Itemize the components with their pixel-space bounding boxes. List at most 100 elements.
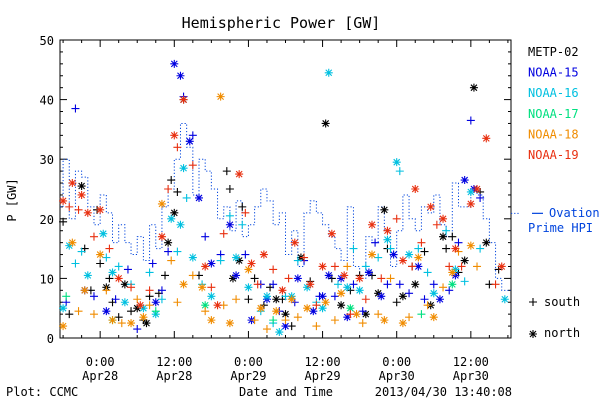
point-noaa-16-north: [176, 220, 185, 229]
point-noaa-19-north: [170, 131, 179, 140]
x-tick-time-label: 0:00: [382, 355, 411, 369]
point-noaa-19-north: [327, 229, 336, 238]
x-tick-time-label: 0:00: [234, 355, 263, 369]
point-metp-02-north: [439, 232, 448, 241]
point-noaa-18-north: [216, 92, 225, 101]
point-noaa-19-north: [439, 214, 448, 223]
point-noaa-16-south: [182, 193, 191, 202]
data-points: [59, 59, 509, 337]
point-noaa-18-north: [466, 241, 475, 250]
point-noaa-16-south: [476, 244, 485, 253]
y-tick-label: 50: [40, 34, 54, 48]
point-metp-02-south: [65, 310, 74, 319]
point-noaa-19-north: [201, 262, 210, 271]
point-noaa-16-north: [59, 304, 68, 313]
point-noaa-15-north: [435, 295, 444, 304]
point-noaa-16-north: [167, 214, 176, 223]
point-noaa-18-south: [74, 307, 83, 316]
point-noaa-15-north: [377, 292, 386, 301]
point-noaa-19-north: [411, 185, 420, 193]
y-tick-label: 10: [40, 272, 54, 286]
point-noaa-15-south: [405, 289, 414, 298]
point-noaa-19-north: [383, 226, 392, 235]
point-noaa-19-north: [482, 134, 491, 143]
point-noaa-19-south: [74, 205, 83, 214]
point-noaa-19-south: [417, 238, 426, 247]
point-noaa-19-south: [457, 262, 466, 271]
point-noaa-16-north: [318, 304, 327, 313]
point-noaa-18-north: [272, 307, 281, 316]
point-noaa-15-south: [201, 232, 210, 241]
point-noaa-19-north: [355, 274, 364, 283]
point-noaa-16-south: [442, 226, 451, 235]
point-noaa-19-north: [96, 205, 105, 214]
point-noaa-15-north: [364, 268, 373, 277]
point-noaa-16-north: [232, 253, 241, 262]
point-noaa-19-south: [65, 202, 74, 211]
point-noaa-16-south: [102, 253, 111, 262]
point-noaa-15-north: [451, 271, 460, 280]
point-noaa-16-south: [71, 259, 80, 268]
point-noaa-19-south: [408, 262, 417, 271]
point-noaa-16-south: [293, 256, 302, 265]
point-noaa-18-south: [405, 313, 414, 322]
point-noaa-15-south: [111, 295, 120, 304]
point-noaa-16-north: [244, 283, 253, 292]
point-noaa-19-south: [330, 262, 339, 271]
point-noaa-15-south: [269, 280, 278, 289]
point-noaa-18-north: [139, 313, 148, 322]
point-noaa-18-south: [133, 295, 142, 304]
legend-metp-02: METP-02: [528, 45, 579, 59]
point-noaa-18-north: [380, 316, 389, 325]
point-noaa-18-north: [96, 250, 105, 259]
point-noaa-16-north: [108, 268, 117, 277]
point-noaa-18-south: [386, 274, 395, 283]
point-noaa-15-north: [195, 193, 204, 202]
legend-ovation-label-2: Prime HPI: [528, 221, 593, 235]
legend-noaa-18: NOAA-18: [528, 127, 579, 141]
point-noaa-16-north: [355, 286, 364, 295]
point-noaa-18-south: [145, 301, 154, 310]
point-noaa-16-north: [429, 289, 438, 298]
point-noaa-16-south: [173, 247, 182, 256]
point-noaa-19-north: [83, 208, 92, 217]
point-metp-02-north: [380, 205, 389, 214]
point-noaa-16-north: [188, 253, 197, 262]
point-noaa-15-south: [123, 265, 132, 274]
point-noaa-16-north: [383, 235, 392, 244]
point-noaa-18-south: [473, 262, 482, 271]
point-noaa-16-north: [324, 68, 333, 77]
point-noaa-17-north: [346, 304, 355, 313]
point-metp-02-south: [59, 217, 68, 226]
point-noaa-18-south: [330, 316, 339, 325]
point-noaa-15-north: [293, 274, 302, 283]
point-noaa-18-south: [281, 316, 290, 325]
point-noaa-15-north: [176, 71, 185, 80]
point-metp-02-south: [167, 176, 176, 185]
point-noaa-18-north: [157, 199, 166, 208]
point-noaa-18-north: [59, 322, 68, 331]
point-metp-02-south: [250, 274, 259, 283]
point-noaa-16-north: [405, 250, 414, 259]
point-noaa-19-south: [105, 244, 114, 253]
point-noaa-15-north: [170, 59, 179, 68]
point-noaa-16-north: [262, 292, 271, 301]
point-noaa-15-north: [185, 137, 194, 146]
point-metp-02-north: [77, 182, 86, 191]
point-noaa-16-south: [77, 247, 86, 256]
point-noaa-19-north: [426, 202, 435, 211]
tick-labels: 010203040500:00Apr2812:00Apr280:00Apr291…: [40, 34, 489, 383]
point-noaa-17-south: [269, 316, 278, 325]
legend-noaa-15: NOAA-15: [528, 66, 579, 80]
y-tick-label: 40: [40, 94, 54, 108]
point-metp-02-south: [114, 313, 123, 322]
point-noaa-18-north: [448, 268, 457, 277]
point-noaa-19-south: [284, 274, 293, 283]
x-tick-date-label: Apr29: [230, 369, 266, 383]
point-noaa-19-north: [213, 301, 222, 310]
point-noaa-17-south: [417, 310, 426, 319]
point-noaa-15-north: [151, 298, 160, 307]
point-noaa-15-north: [309, 307, 318, 316]
y-tick-label: 30: [40, 153, 54, 167]
